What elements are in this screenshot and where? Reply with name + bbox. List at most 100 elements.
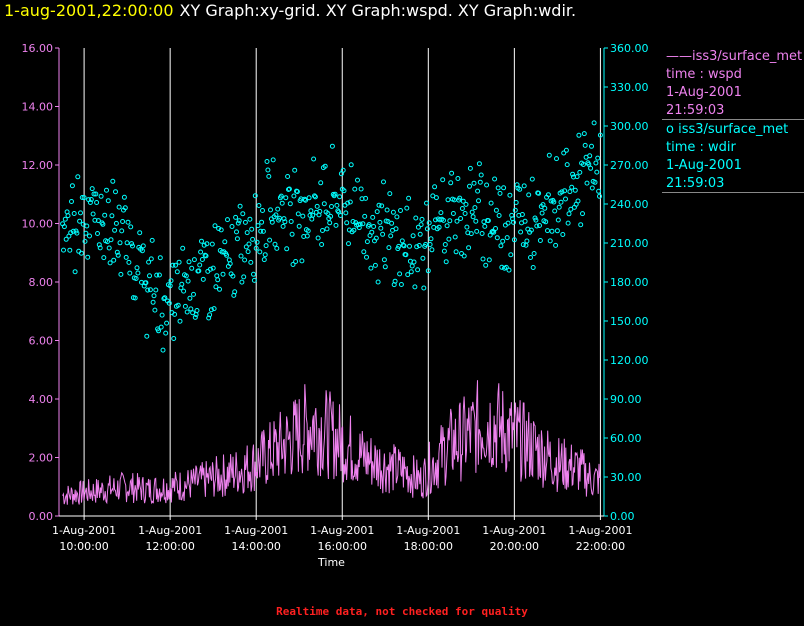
wdir-point xyxy=(72,269,78,275)
wdir-point xyxy=(77,218,83,224)
wdir-point xyxy=(522,218,528,224)
wdir-point xyxy=(240,211,246,217)
wdir-point xyxy=(528,227,534,233)
wdir-point xyxy=(244,230,250,236)
y-left-tick-label: 2.00 xyxy=(29,452,54,465)
wdir-point xyxy=(424,200,429,206)
y-left-tick-label: 14.00 xyxy=(22,101,54,114)
wdir-point xyxy=(213,284,219,290)
wdir-point xyxy=(225,217,230,223)
wdir-point xyxy=(304,233,310,239)
wdir-point xyxy=(129,241,135,247)
wdir-point xyxy=(454,218,460,224)
wdir-point xyxy=(275,206,281,212)
wdir-point xyxy=(150,299,156,305)
wdir-point xyxy=(351,227,357,233)
wdir-point xyxy=(546,152,552,158)
wdir-point xyxy=(319,242,325,247)
x-tick-label-time: 22:00:00 xyxy=(576,540,625,553)
wdir-point xyxy=(191,257,197,263)
wdir-point xyxy=(483,262,489,268)
wdir-point xyxy=(539,210,545,216)
wdir-point xyxy=(382,264,388,270)
wdir-point xyxy=(559,189,565,195)
x-tick-label-date: 1-Aug-2001 xyxy=(52,524,116,537)
wdir-point xyxy=(296,223,302,229)
wdir-point xyxy=(166,300,172,306)
wdir-point xyxy=(406,195,412,201)
wdir-point xyxy=(200,276,206,282)
wdir-point xyxy=(556,204,562,210)
wdir-point xyxy=(455,176,461,181)
wdir-point xyxy=(149,237,155,243)
wdir-point xyxy=(480,256,486,262)
wdir-point xyxy=(420,255,426,261)
legend-divider xyxy=(662,119,804,120)
wdir-point xyxy=(500,238,506,244)
wdir-point xyxy=(109,213,115,219)
wdir-point xyxy=(364,239,370,245)
wdir-point xyxy=(493,226,498,231)
legend-divider xyxy=(662,192,804,193)
wdir-point xyxy=(494,235,500,241)
wdir-point xyxy=(204,241,210,247)
wdir-point xyxy=(497,190,503,196)
wdir-point xyxy=(198,249,204,255)
wdir-point xyxy=(358,186,364,192)
wdir-point xyxy=(496,213,502,218)
wdir-point xyxy=(542,205,548,211)
wdir-point xyxy=(389,220,395,226)
legend-wdir-date: 1-Aug-2001 xyxy=(666,158,742,173)
wdir-point xyxy=(180,245,186,251)
wdir-point xyxy=(224,252,230,258)
wdir-point xyxy=(460,198,466,204)
wdir-point xyxy=(177,318,183,324)
wdir-point xyxy=(112,227,118,233)
x-tick-label-date: 1-Aug-2001 xyxy=(396,524,460,537)
wdir-point xyxy=(428,236,434,242)
wdir-point xyxy=(147,287,153,293)
wdir-point xyxy=(317,208,323,214)
wdir-point xyxy=(442,242,448,247)
wdir-point xyxy=(67,247,73,253)
wdir-point xyxy=(562,188,568,194)
wdir-point xyxy=(574,174,580,180)
wdir-point xyxy=(234,236,240,242)
wdir-point xyxy=(272,241,278,247)
x-tick-label-time: 20:00:00 xyxy=(490,540,539,553)
wdir-point xyxy=(362,213,368,219)
wdir-point xyxy=(174,269,180,275)
wdir-point xyxy=(393,226,399,232)
wdir-point xyxy=(65,213,71,219)
wdir-point xyxy=(87,233,92,239)
wdir-point xyxy=(520,242,526,248)
wdir-point xyxy=(187,295,193,301)
wdir-point xyxy=(387,191,393,197)
wdir-point xyxy=(127,270,133,276)
wdir-point xyxy=(449,170,455,176)
wdir-point xyxy=(156,328,161,334)
wdir-point xyxy=(308,208,314,214)
wdir-point xyxy=(380,231,386,237)
wdir-point xyxy=(554,156,559,162)
wdir-point xyxy=(306,195,312,201)
wdir-point xyxy=(426,220,432,226)
legend-wspd-time: 21:59:03 xyxy=(666,103,725,118)
wdir-point xyxy=(352,186,358,192)
wdir-point xyxy=(269,219,275,225)
wdir-point xyxy=(209,241,215,247)
wdir-point xyxy=(477,179,483,185)
wdir-point xyxy=(511,219,516,225)
wdir-point xyxy=(167,283,173,289)
wdir-point xyxy=(378,225,384,231)
x-axis-label: Time xyxy=(317,556,345,569)
wdir-point xyxy=(229,224,235,229)
wdir-point xyxy=(214,273,220,279)
legend-wspd-date: 1-Aug-2001 xyxy=(666,85,742,100)
title-graphs: XY Graph:xy-grid. XY Graph:wspd. XY Grap… xyxy=(179,1,577,20)
wdir-point xyxy=(113,220,119,226)
wdir-point xyxy=(464,224,470,230)
wdir-point xyxy=(82,238,88,244)
wdir-point xyxy=(302,196,308,202)
